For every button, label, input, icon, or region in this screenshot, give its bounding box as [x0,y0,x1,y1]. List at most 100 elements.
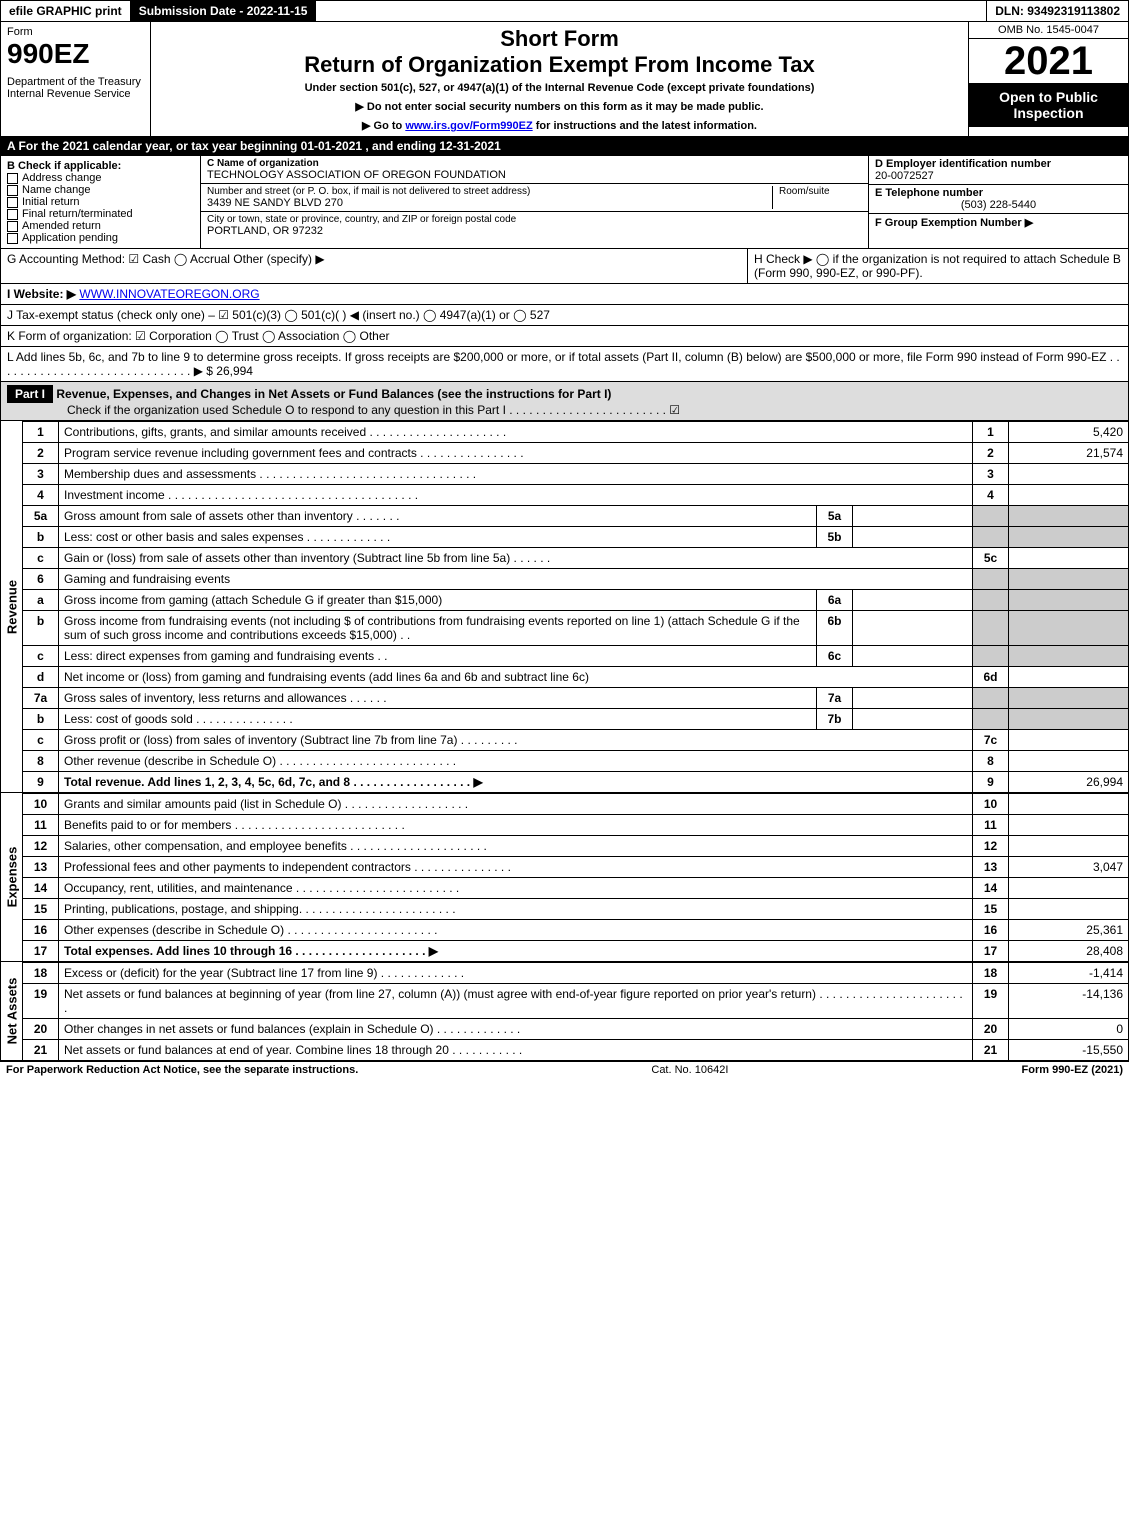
b-item-3: Final return/terminated [7,208,194,220]
n4: 4 [23,485,59,506]
org-city: PORTLAND, OR 97232 [207,225,862,237]
r6b [973,611,1009,646]
d8: Other revenue (describe in Schedule O) .… [59,751,973,772]
a9: 26,994 [1009,772,1129,793]
r3: 3 [973,464,1009,485]
n5b: b [23,527,59,548]
n2: 2 [23,443,59,464]
r7c: 7c [973,730,1009,751]
part-i-header: Part I Revenue, Expenses, and Changes in… [0,382,1129,421]
under-section: Under section 501(c), 527, or 4947(a)(1)… [157,82,962,94]
r21: 21 [973,1040,1009,1061]
a2: 21,574 [1009,443,1129,464]
irs-link[interactable]: www.irs.gov/Form990EZ [405,120,532,132]
c-street-row: Number and street (or P. O. box, if mail… [201,184,868,212]
part-i-line: Part I Revenue, Expenses, and Changes in… [1,382,1128,420]
b-label-1: Name change [22,184,91,196]
a4 [1009,485,1129,506]
part-i-label: Part I [7,385,53,403]
a21: -15,550 [1009,1040,1129,1061]
d5c: Gain or (loss) from sale of assets other… [59,548,973,569]
netassets-wrapper: Net Assets 18Excess or (deficit) for the… [0,962,1129,1061]
r6a [973,590,1009,611]
header-right: OMB No. 1545-0047 2021 Open to Public In… [968,22,1128,136]
d6: Gaming and fundraising events [59,569,973,590]
b-title: B Check if applicable: [7,160,194,172]
a6 [1009,569,1129,590]
v7b [853,709,973,730]
goto-pre: ▶ Go to [362,120,405,132]
revenue-table: 1Contributions, gifts, grants, and simil… [22,421,1129,793]
r5b [973,527,1009,548]
n19: 19 [23,984,59,1019]
c-city-label: City or town, state or province, country… [207,214,862,225]
k-row: K Form of organization: ☑ Corporation ◯ … [0,326,1129,347]
d9: Total revenue. Add lines 1, 2, 3, 4, 5c,… [59,772,973,793]
a7b [1009,709,1129,730]
form-number: 990EZ [7,38,144,70]
d17b: Total expenses. Add lines 10 through 16 … [64,944,438,958]
b-item-1: Name change [7,184,194,196]
b-label-0: Address change [22,172,102,184]
a8 [1009,751,1129,772]
goto-post: for instructions and the latest informat… [533,120,757,132]
b-label-2: Initial return [22,196,79,208]
n17: 17 [23,941,59,962]
a19: -14,136 [1009,984,1129,1019]
n5a: 5a [23,506,59,527]
footer-mid: Cat. No. 10642I [358,1064,1021,1076]
a11 [1009,815,1129,836]
r17: 17 [973,941,1009,962]
r7a [973,688,1009,709]
r6c [973,646,1009,667]
section-a: A For the 2021 calendar year, or tax yea… [0,137,1129,156]
expenses-vlabel: Expenses [0,793,22,962]
v6c [853,646,973,667]
d6b: Gross income from fundraising events (no… [59,611,817,646]
d10: Grants and similar amounts paid (list in… [59,794,973,815]
d7b: Less: cost of goods sold . . . . . . . .… [59,709,817,730]
l-row: L Add lines 5b, 6c, and 7b to line 9 to … [0,347,1129,382]
n7c: c [23,730,59,751]
b-label-5: Application pending [22,232,118,244]
page-footer: For Paperwork Reduction Act Notice, see … [0,1061,1129,1078]
n6d: d [23,667,59,688]
box-def: D Employer identification number 20-0072… [868,156,1128,248]
efile-label: efile GRAPHIC print [1,1,131,21]
d-row: D Employer identification number 20-0072… [869,156,1128,185]
n14: 14 [23,878,59,899]
d21: Net assets or fund balances at end of ye… [59,1040,973,1061]
j-line: J Tax-exempt status (check only one) – ☑… [1,305,1128,325]
r1: 1 [973,422,1009,443]
k-line: K Form of organization: ☑ Corporation ◯ … [1,326,1128,346]
d13: Professional fees and other payments to … [59,857,973,878]
b5a: 5a [817,506,853,527]
a5a [1009,506,1129,527]
a12 [1009,836,1129,857]
r18: 18 [973,963,1009,984]
l-line: L Add lines 5b, 6c, and 7b to line 9 to … [1,347,1128,381]
d18: Excess or (deficit) for the year (Subtra… [59,963,973,984]
box-b: B Check if applicable: Address change Na… [1,156,201,248]
phone: (503) 228-5440 [875,199,1122,211]
v7a [853,688,973,709]
lines-wrapper: Revenue 1Contributions, gifts, grants, a… [0,421,1129,793]
revenue-vlabel-text: Revenue [4,579,19,633]
netassets-vlabel: Net Assets [0,962,22,1061]
v5b [853,527,973,548]
a15 [1009,899,1129,920]
expenses-table: 10Grants and similar amounts paid (list … [22,793,1129,962]
a5c [1009,548,1129,569]
r2: 2 [973,443,1009,464]
d3: Membership dues and assessments . . . . … [59,464,973,485]
a3 [1009,464,1129,485]
b-label-4: Amended return [22,220,101,232]
ein: 20-0072527 [875,170,1122,182]
d6d: Net income or (loss) from gaming and fun… [59,667,973,688]
website-link[interactable]: WWW.INNOVATEOREGON.ORG [79,287,259,301]
d5b: Less: cost or other basis and sales expe… [59,527,817,548]
b7a: 7a [817,688,853,709]
a5b [1009,527,1129,548]
b6b: 6b [817,611,853,646]
d15: Printing, publications, postage, and shi… [59,899,973,920]
